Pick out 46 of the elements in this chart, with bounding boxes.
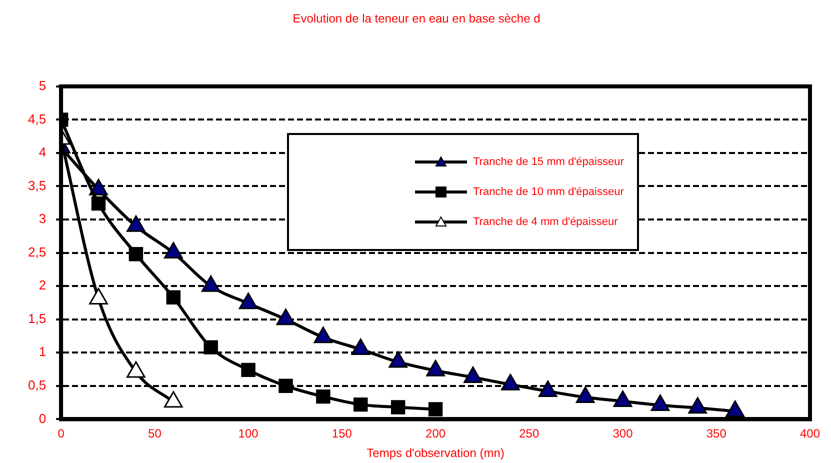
y-tick-label: 4,5 <box>28 111 46 126</box>
point <box>164 391 183 408</box>
point <box>388 351 408 368</box>
y-tick-label: 2,5 <box>28 244 46 260</box>
point <box>89 178 108 196</box>
point <box>426 360 445 376</box>
point <box>238 292 258 310</box>
y-tick-label: 0 <box>38 410 46 426</box>
legend-label: Tranche de 4 mm d'épaisseur <box>473 216 618 228</box>
point <box>164 242 183 259</box>
x-tick-label: 200 <box>426 426 446 441</box>
point <box>726 400 745 417</box>
point <box>201 275 220 292</box>
point <box>613 390 632 407</box>
legend-label: Tranche de 10 mm d'épaisseur <box>473 186 624 198</box>
point <box>464 366 482 384</box>
x-tick-label: 250 <box>519 426 540 441</box>
y-tick-label: 3,5 <box>28 178 46 193</box>
y-tick-label: 5 <box>38 78 46 93</box>
x-tick-label: 50 <box>148 426 162 441</box>
chart-title: Evolution de la teneur en eau en base sèche d <box>292 12 540 26</box>
point <box>688 397 708 414</box>
point <box>276 308 296 326</box>
x-tick-label: 400 <box>800 426 820 441</box>
legend-label: Tranche de 15 mm d'épaisseur <box>473 156 624 168</box>
y-tick-label: 0,5 <box>28 378 46 392</box>
x-tick-label: 0 <box>58 426 65 441</box>
x-tick-label: 100 <box>238 426 259 441</box>
point <box>126 215 146 232</box>
y-tick-label: 1 <box>38 344 46 360</box>
x-tick-label: 150 <box>332 426 352 441</box>
x-tick-label: 350 <box>706 426 727 441</box>
y-tick-label: 2 <box>38 278 46 293</box>
x-axis-title: Temps d'observation (mn) <box>366 446 504 460</box>
point <box>126 361 146 378</box>
point <box>538 380 558 397</box>
point <box>650 394 670 411</box>
point <box>89 288 108 304</box>
y-tick-label: 4 <box>38 144 46 160</box>
point <box>314 326 333 344</box>
point <box>501 374 520 390</box>
y-tick-label: 1,5 <box>28 310 46 326</box>
point <box>576 386 595 403</box>
y-tick-label: 3 <box>38 211 46 226</box>
point <box>351 338 370 356</box>
x-tick-label: 300 <box>612 426 634 441</box>
